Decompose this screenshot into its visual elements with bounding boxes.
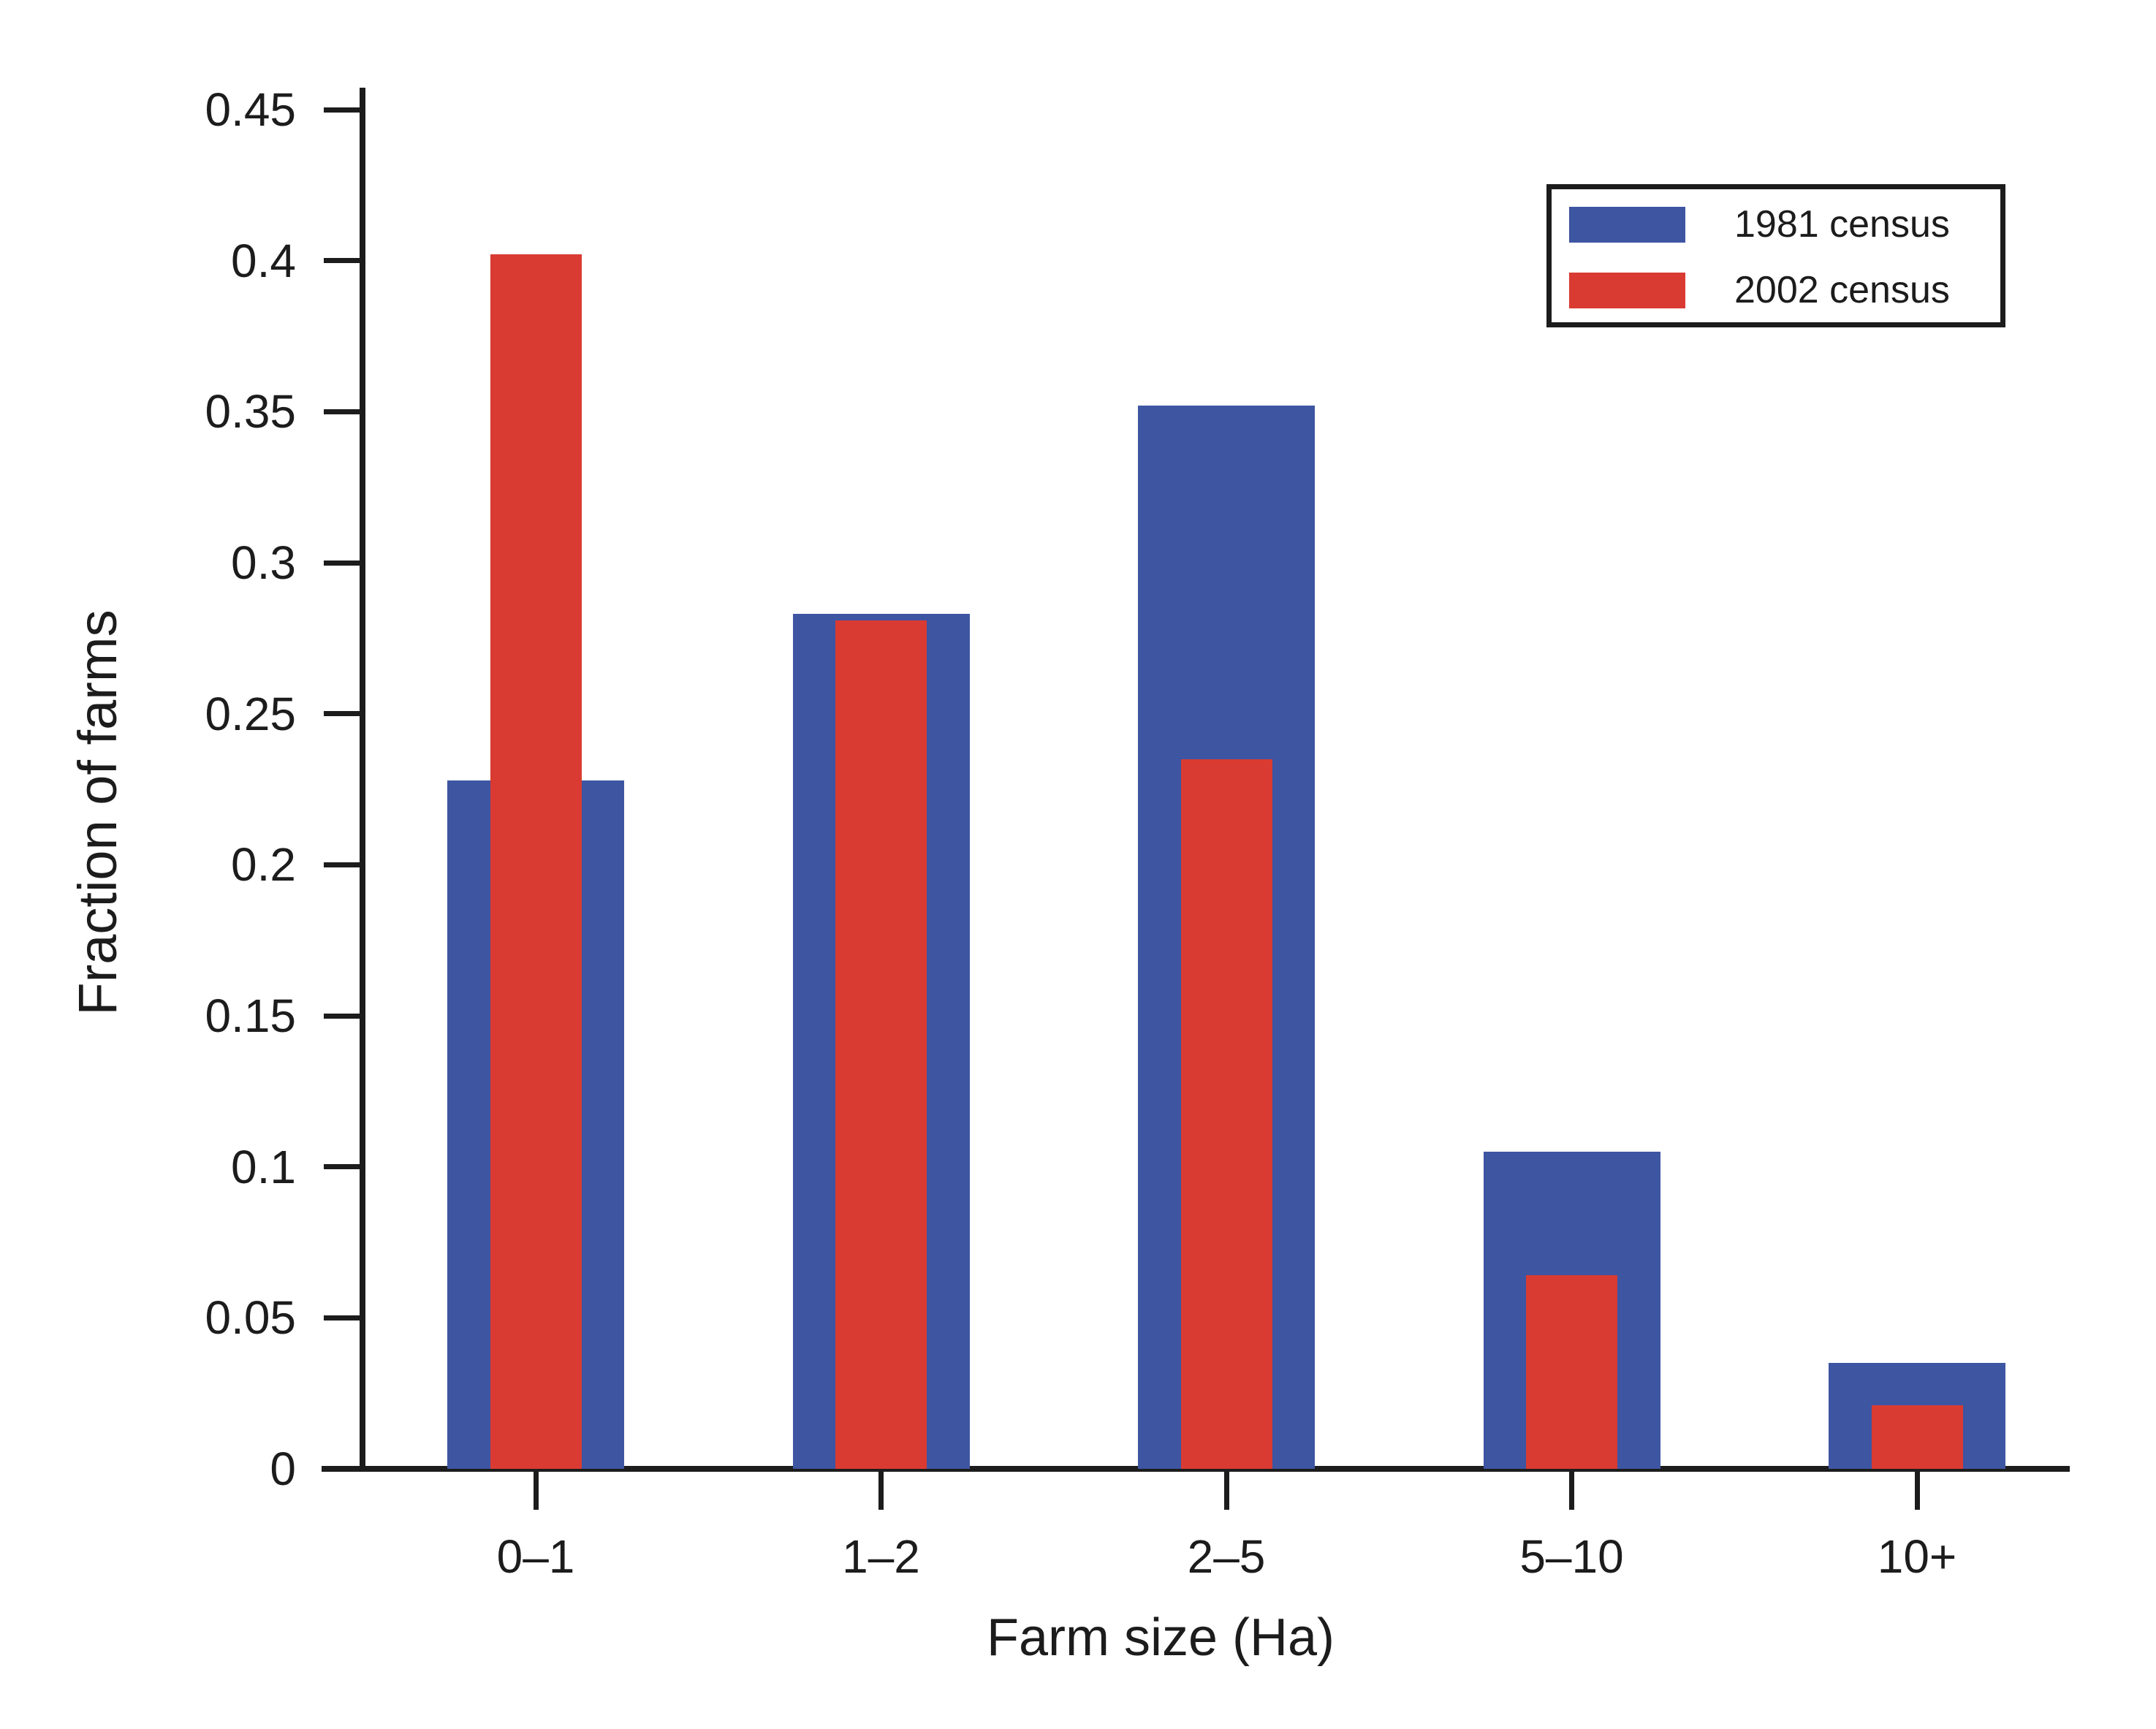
x-tick [878, 1472, 884, 1510]
legend-swatch-1981 [1569, 207, 1685, 243]
y-tick-label: 0.25 [205, 687, 296, 740]
x-tick-label: 10+ [1877, 1530, 1957, 1583]
y-tick-label: 0.3 [231, 536, 296, 589]
y-tick-label: 0.45 [205, 83, 296, 136]
x-axis-line [322, 1466, 2070, 1472]
y-tick [324, 560, 360, 566]
bar-2002-5–10 [1526, 1275, 1617, 1469]
y-tick-label: 0.15 [205, 989, 296, 1042]
x-tick-label: 0–1 [496, 1530, 575, 1583]
x-tick [1914, 1472, 1920, 1510]
x-tick-label: 5–10 [1519, 1530, 1624, 1583]
legend-label-1981: 1981 census [1734, 203, 1950, 246]
x-tick [533, 1472, 539, 1510]
y-axis-title: Fraction of farms [67, 609, 128, 1016]
y-tick-label: 0 [270, 1443, 296, 1495]
y-axis-line [360, 88, 365, 1470]
y-tick [324, 1315, 360, 1320]
y-tick-label: 0.35 [205, 385, 296, 438]
x-tick [1223, 1472, 1229, 1510]
bar-2002-2–5 [1180, 759, 1272, 1469]
y-tick [324, 408, 360, 414]
y-tick-label: 0.4 [231, 234, 296, 287]
legend-label-2002: 2002 census [1734, 269, 1950, 311]
y-tick [324, 1466, 360, 1472]
y-tick-label: 0.2 [231, 838, 296, 892]
y-tick-label: 0.05 [205, 1291, 296, 1345]
x-tick-label: 2–5 [1187, 1530, 1266, 1583]
bar-2002-10+ [1871, 1405, 1963, 1469]
y-tick [324, 711, 360, 717]
y-tick [324, 1013, 360, 1019]
legend-swatch-2002 [1569, 273, 1685, 308]
y-tick [324, 107, 360, 113]
y-tick [324, 1164, 360, 1170]
x-axis-title: Farm size (Ha) [986, 1608, 1335, 1667]
y-tick [324, 862, 360, 867]
x-tick [1569, 1472, 1574, 1510]
bar-2002-0–1 [490, 254, 582, 1469]
x-tick-label: 1–2 [842, 1530, 920, 1583]
y-tick [324, 258, 360, 264]
y-tick-label: 0.1 [231, 1140, 296, 1193]
bar-2002-1–2 [835, 620, 927, 1469]
legend: 1981 census 2002 census [1546, 184, 2005, 327]
